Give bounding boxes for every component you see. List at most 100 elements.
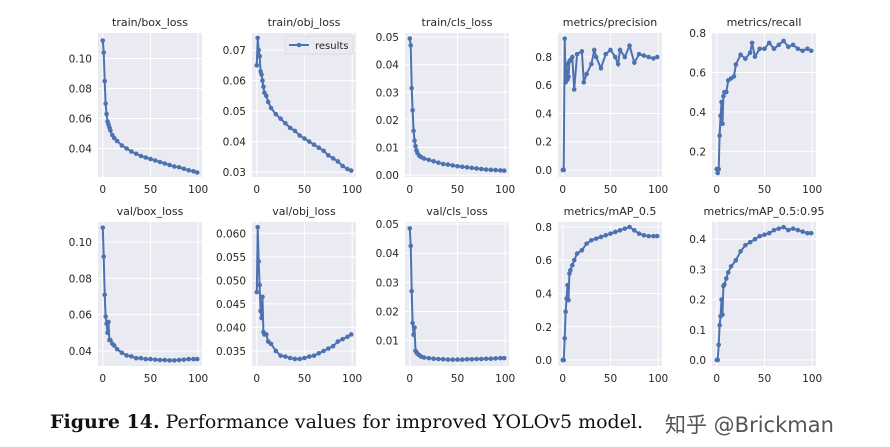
- data-point: [191, 356, 196, 362]
- data-point: [413, 143, 418, 149]
- data-point: [757, 233, 763, 239]
- data-point: [608, 47, 613, 53]
- subplot-metrics-recall: 0.2 0.4 0.6 0.8 0 50 100 metrics/recall: [689, 16, 822, 196]
- data-point: [591, 47, 597, 53]
- data-point: [749, 40, 755, 46]
- data-point: [598, 65, 604, 71]
- data-point: [138, 355, 144, 361]
- data-point: [292, 356, 298, 362]
- data-point: [306, 354, 312, 359]
- data-point: [718, 113, 723, 119]
- subplot-title: train/obj_loss: [268, 16, 341, 29]
- y-tick-label: 0.06: [69, 310, 93, 322]
- data-point: [268, 105, 274, 111]
- data-point: [103, 101, 108, 106]
- data-point: [172, 164, 177, 169]
- data-point: [409, 85, 414, 91]
- y-tick-label: 0.6: [535, 80, 552, 92]
- subplot-val-box-loss: 0.04 0.06 0.08 0.10 0 50 100 val/box_loss: [69, 205, 209, 385]
- data-point: [176, 164, 182, 170]
- y-tick-label: 0.6: [535, 255, 552, 267]
- data-point: [561, 357, 567, 363]
- data-point: [808, 48, 814, 54]
- data-point: [593, 54, 599, 60]
- data-point: [589, 61, 594, 67]
- data-point: [488, 167, 494, 173]
- data-point: [108, 128, 113, 133]
- data-point: [493, 167, 498, 173]
- y-tick-label: 0.05: [223, 106, 246, 118]
- data-point: [733, 258, 739, 263]
- data-point: [627, 224, 632, 230]
- y-tick-label: 0.06: [69, 114, 93, 126]
- data-point: [564, 61, 569, 67]
- data-point: [593, 236, 599, 241]
- data-point: [479, 166, 484, 172]
- data-point: [191, 169, 196, 174]
- data-point: [790, 42, 796, 48]
- y-tick-label: 0.4: [535, 289, 552, 301]
- y-tick-label: 0.02: [376, 306, 399, 318]
- x-tick-label: 50: [298, 373, 311, 385]
- data-point: [771, 46, 777, 52]
- x-tick-label: 100: [188, 373, 208, 385]
- data-point: [421, 355, 427, 360]
- y-tick-label: 0.8: [535, 222, 552, 234]
- data-point: [632, 228, 637, 233]
- y-tick-label: 0.055: [216, 252, 246, 264]
- x-tick-label: 0: [559, 373, 566, 385]
- data-point: [181, 357, 187, 362]
- data-point: [292, 128, 298, 134]
- data-point: [167, 358, 172, 363]
- data-point: [436, 356, 441, 362]
- subplot-metrics-precision: 0.0 0.2 0.4 0.6 0.8 0 50 100 metrics/precision: [535, 16, 668, 196]
- data-point: [715, 170, 721, 176]
- caption-label: Figure 14.: [50, 411, 160, 433]
- data-point: [805, 230, 810, 236]
- data-point: [340, 163, 345, 169]
- data-point: [498, 355, 503, 361]
- data-point: [273, 111, 279, 117]
- data-point: [261, 84, 266, 89]
- data-point: [411, 332, 416, 338]
- data-point: [622, 54, 628, 60]
- y-tick-label: 0.2: [535, 322, 552, 334]
- data-point: [100, 225, 106, 230]
- data-point: [408, 243, 414, 249]
- data-point: [143, 155, 149, 160]
- data-point: [795, 46, 801, 52]
- y-tick-label: 0.05: [376, 219, 399, 231]
- data-point: [571, 257, 577, 263]
- x-tick-label: 100: [802, 373, 822, 385]
- data-point: [795, 227, 801, 233]
- y-tick-label: 0.04: [69, 346, 93, 358]
- data-point: [108, 337, 113, 343]
- x-tick-label: 50: [451, 184, 464, 196]
- data-point: [445, 162, 451, 167]
- subplot-val-cls-loss: 0.01 0.02 0.03 0.04 0.05 0 50 100 val/cls_loss: [376, 205, 516, 385]
- data-point: [326, 346, 331, 351]
- data-point: [321, 348, 326, 354]
- subplot-title: val/obj_loss: [272, 205, 336, 218]
- data-point: [102, 78, 107, 84]
- data-point: [715, 357, 721, 363]
- data-point: [348, 332, 354, 337]
- data-point: [738, 248, 743, 254]
- data-point: [194, 356, 200, 362]
- data-point: [111, 343, 117, 348]
- y-tick-label: 0.10: [69, 54, 92, 66]
- data-point: [717, 322, 722, 328]
- data-point: [474, 356, 479, 362]
- data-point: [260, 294, 265, 300]
- data-point: [340, 336, 345, 342]
- data-point: [459, 357, 465, 362]
- data-point: [566, 74, 571, 80]
- data-point: [589, 237, 594, 243]
- data-point: [257, 282, 262, 288]
- data-point: [114, 346, 120, 352]
- data-point: [194, 170, 200, 175]
- data-point: [278, 353, 283, 358]
- data-point: [722, 282, 727, 287]
- data-point: [287, 355, 293, 361]
- data-point: [716, 342, 721, 348]
